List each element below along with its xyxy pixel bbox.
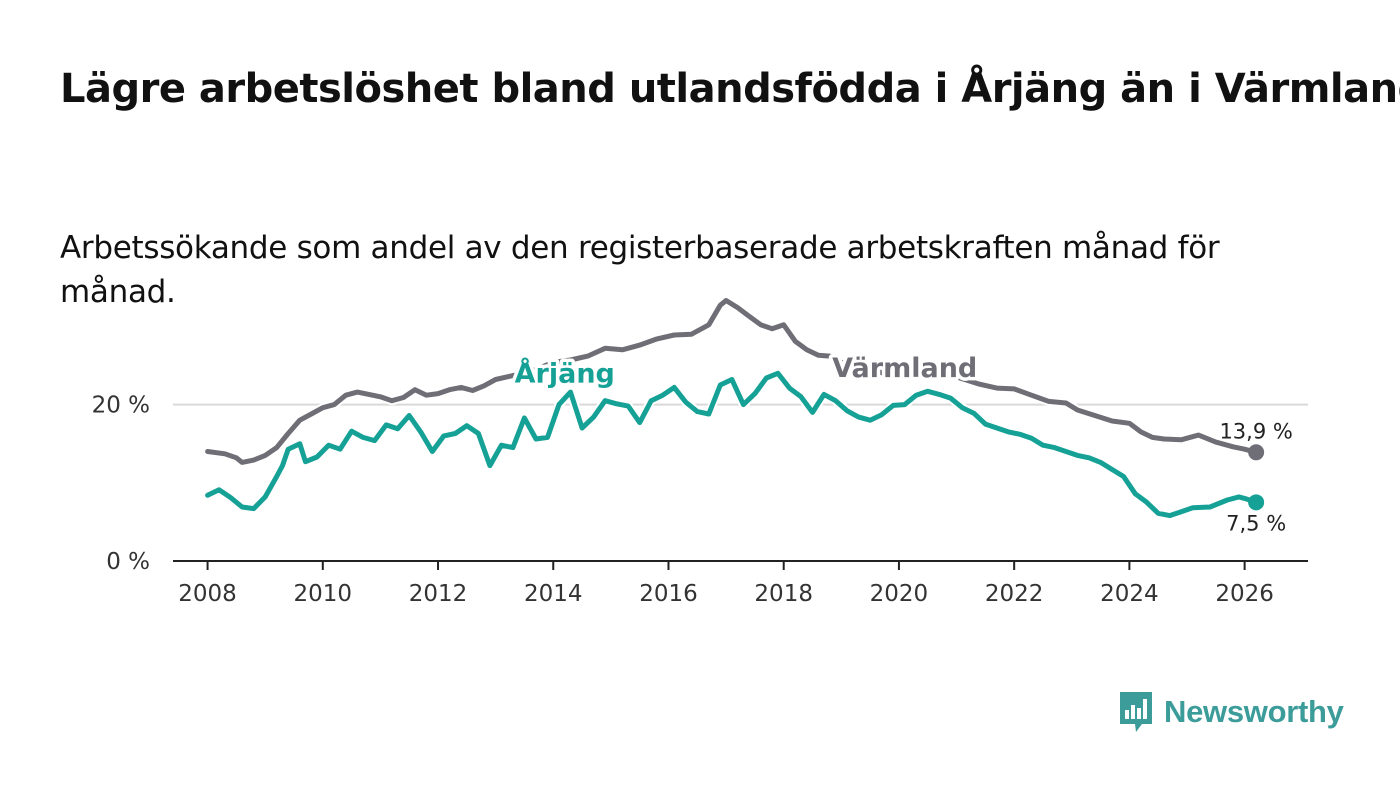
x-tick-label: 2024 xyxy=(1100,581,1159,607)
y-tick-label: 20 % xyxy=(92,393,150,419)
newsworthy-logo[interactable]: Newsworthy xyxy=(1118,690,1344,734)
series-label-halo: Värmland xyxy=(832,353,977,384)
brand-name: Newsworthy xyxy=(1164,694,1344,729)
x-tick-label: 2008 xyxy=(178,581,237,607)
end-point-v-rmland xyxy=(1248,444,1265,461)
series-line-v-rmland xyxy=(205,298,1259,465)
x-tick-label: 2010 xyxy=(294,581,353,607)
x-tick-label: 2018 xyxy=(754,581,813,607)
x-tick-label: 2020 xyxy=(870,581,929,607)
end-value-label: 7,5 % xyxy=(1226,511,1286,535)
x-axis: 2008 2010 2012 2014 2016 2018 2020 2022 2024 2026 xyxy=(173,560,1308,607)
end-point--rj-ng xyxy=(1248,494,1265,511)
series-label: Värmland xyxy=(832,353,977,384)
newsworthy-logo-icon xyxy=(1120,692,1152,732)
chart-subtitle: Arbetssökande som andel av den registerb… xyxy=(60,230,1220,310)
series-label-halo: Årjäng xyxy=(515,358,615,390)
series-line--rj-ng xyxy=(205,370,1259,519)
y-tick-label: 0 % xyxy=(106,549,150,575)
x-tick-label: 2026 xyxy=(1215,581,1274,607)
series-label: Årjäng xyxy=(515,358,615,390)
x-tick-label: 2022 xyxy=(985,581,1044,607)
chart-title: Lägre arbetslöshet bland utlandsfödda i … xyxy=(60,66,1400,112)
x-tick-label: 2012 xyxy=(409,581,468,607)
series-lines xyxy=(203,296,1265,521)
x-tick-label: 2016 xyxy=(639,581,698,607)
x-tick-label: 2014 xyxy=(524,581,583,607)
end-value-label: 13,9 % xyxy=(1219,419,1292,443)
